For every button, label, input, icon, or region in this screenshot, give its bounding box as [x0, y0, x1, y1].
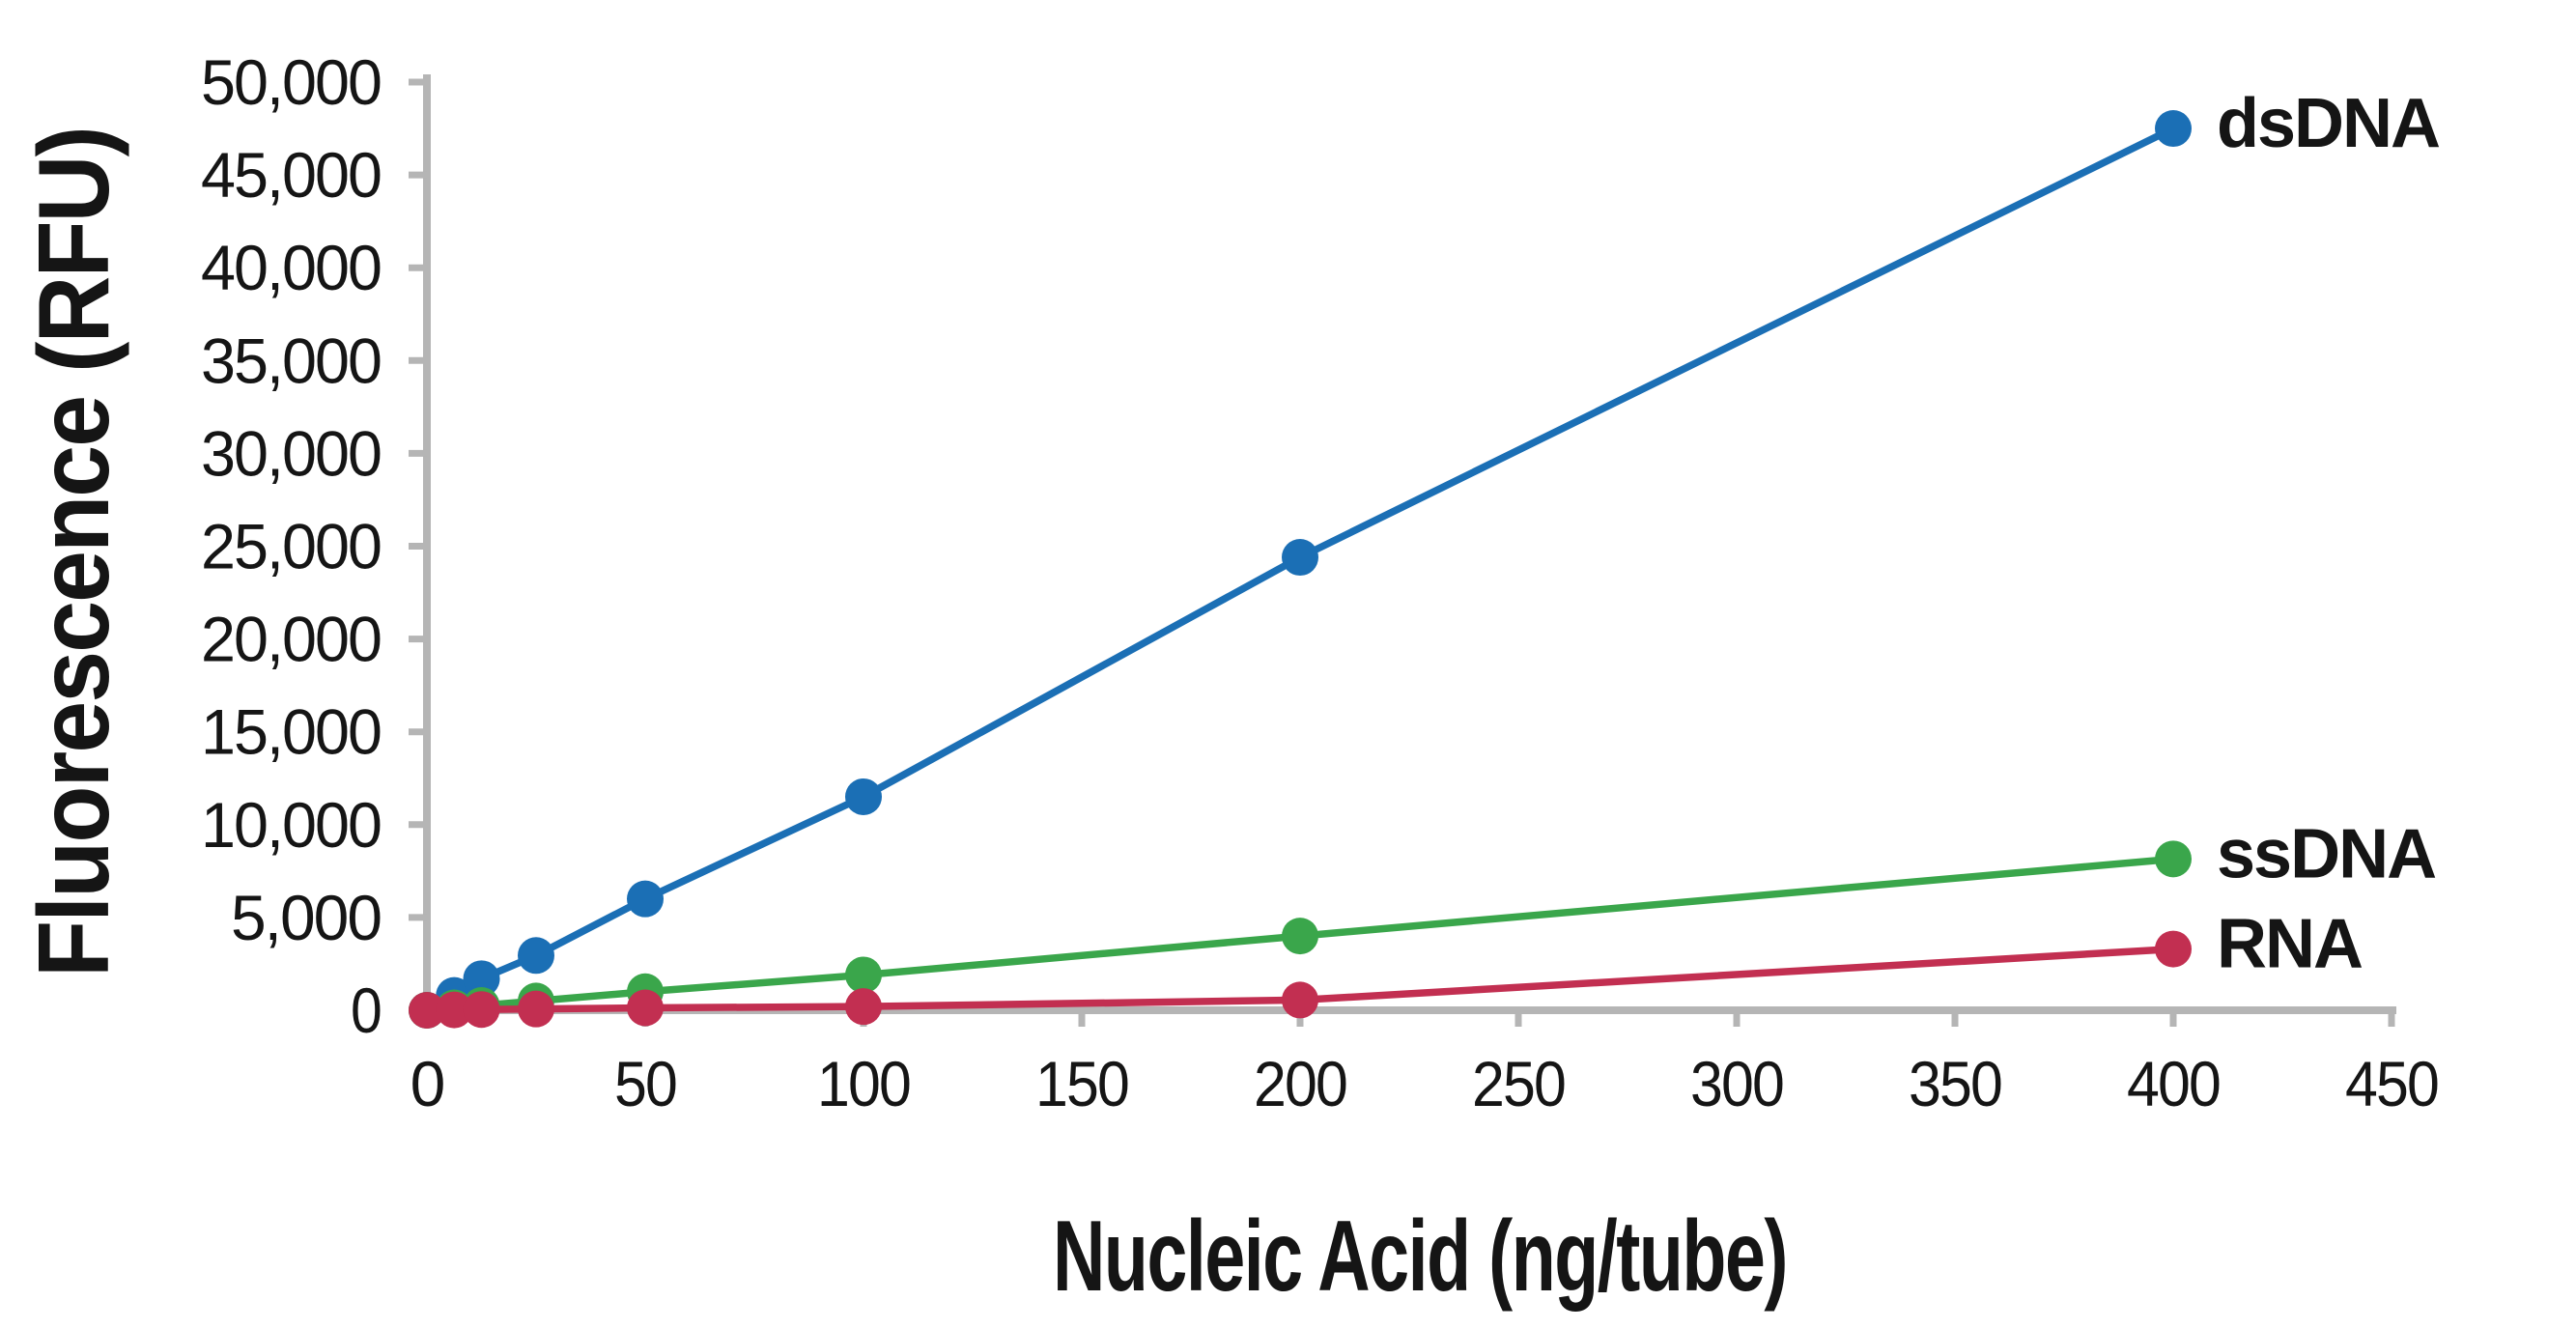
data-point-dsDNA — [463, 960, 500, 998]
y-tick-label: 5,000 — [231, 882, 381, 953]
x-tick-label: 100 — [817, 1048, 910, 1119]
data-point-dsDNA — [1282, 539, 1318, 577]
series-label-ssDNA: ssDNA — [2217, 815, 2436, 892]
y-tick-label: 35,000 — [201, 325, 381, 396]
data-point-dsDNA — [627, 880, 664, 918]
x-tick-label: 150 — [1035, 1048, 1128, 1119]
data-point-ssDNA — [1282, 918, 1318, 955]
data-point-dsDNA — [2155, 110, 2192, 148]
series-label-dsDNA: dsDNA — [2217, 85, 2440, 162]
x-tick-label: 350 — [1909, 1048, 2001, 1119]
y-tick-label: 40,000 — [201, 232, 381, 303]
y-tick-label: 0 — [351, 975, 381, 1046]
x-tick-label: 400 — [2127, 1048, 2220, 1119]
tick-label-layer: 0 5,000 10,000 15,000 20,000 25,000 30,000 35,0… — [201, 46, 2440, 1119]
y-tick-label: 30,000 — [201, 417, 381, 489]
data-point-RNA — [627, 989, 664, 1027]
data-point-ssDNA — [845, 956, 882, 994]
axes-layer — [409, 74, 2396, 1027]
y-tick-label: 20,000 — [201, 604, 381, 675]
y-tick-label: 45,000 — [201, 139, 381, 211]
y-tick-label: 10,000 — [201, 789, 381, 861]
data-point-RNA — [463, 991, 500, 1029]
series-label-RNA: RNA — [2217, 906, 2363, 983]
data-point-RNA — [2155, 930, 2192, 968]
x-tick-label: 300 — [1690, 1048, 1783, 1119]
data-point-ssDNA — [2155, 840, 2192, 878]
x-tick-label: 200 — [1254, 1048, 1346, 1119]
data-point-RNA — [518, 990, 554, 1028]
data-point-dsDNA — [845, 778, 882, 815]
data-point-RNA — [436, 991, 473, 1029]
x-tick-label: 250 — [1472, 1048, 1565, 1119]
x-tick-label: 0 — [410, 1048, 444, 1119]
series-layer — [409, 110, 2192, 1029]
y-tick-label: 15,000 — [201, 696, 381, 768]
data-point-RNA — [409, 992, 445, 1029]
x-axis-title: Nucleic Acid (ng/tube) — [1053, 1201, 1787, 1313]
y-tick-label: 25,000 — [201, 511, 381, 582]
data-point-RNA — [845, 988, 882, 1026]
x-tick-label: 450 — [2345, 1048, 2438, 1119]
data-point-dsDNA — [518, 937, 554, 975]
x-tick-label: 50 — [614, 1048, 676, 1119]
series-label-layer: dsDNA ssDNA RNA — [2217, 85, 2442, 983]
y-axis-title: Fluorescence (RFU) — [18, 127, 130, 977]
data-point-RNA — [1282, 981, 1318, 1019]
y-tick-label: 50,000 — [201, 46, 381, 118]
